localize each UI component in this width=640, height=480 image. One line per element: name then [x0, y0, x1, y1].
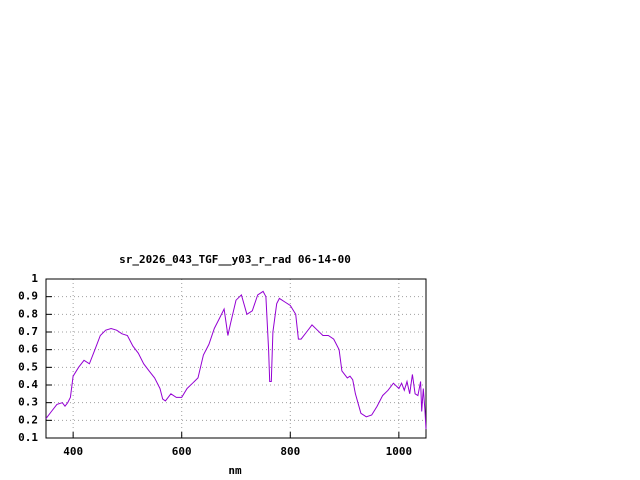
y-tick-label: 1 — [31, 272, 38, 285]
y-tick-label: 0.5 — [18, 360, 38, 373]
x-axis-label: nm — [228, 464, 242, 477]
x-tick-label: 400 — [63, 445, 83, 458]
y-tick-label: 0.7 — [18, 325, 38, 338]
y-tick-label: 0.4 — [18, 378, 38, 391]
y-tick-label: 0.9 — [18, 290, 38, 303]
y-tick-label: 0.6 — [18, 343, 38, 356]
chart-title: sr_2026_043_TGF__y03_r_rad 06-14-00 — [119, 253, 351, 266]
data-line — [45, 290, 427, 430]
y-tick-label: 0.3 — [18, 396, 38, 409]
y-tick-label: 0.1 — [18, 431, 38, 444]
y-tick-label: 0.2 — [18, 413, 38, 426]
y-tick-label: 0.8 — [18, 307, 38, 320]
x-tick-label: 800 — [280, 445, 300, 458]
x-tick-label: 1000 — [386, 445, 413, 458]
x-tick-label: 600 — [172, 445, 192, 458]
plot-frame — [45, 278, 427, 439]
